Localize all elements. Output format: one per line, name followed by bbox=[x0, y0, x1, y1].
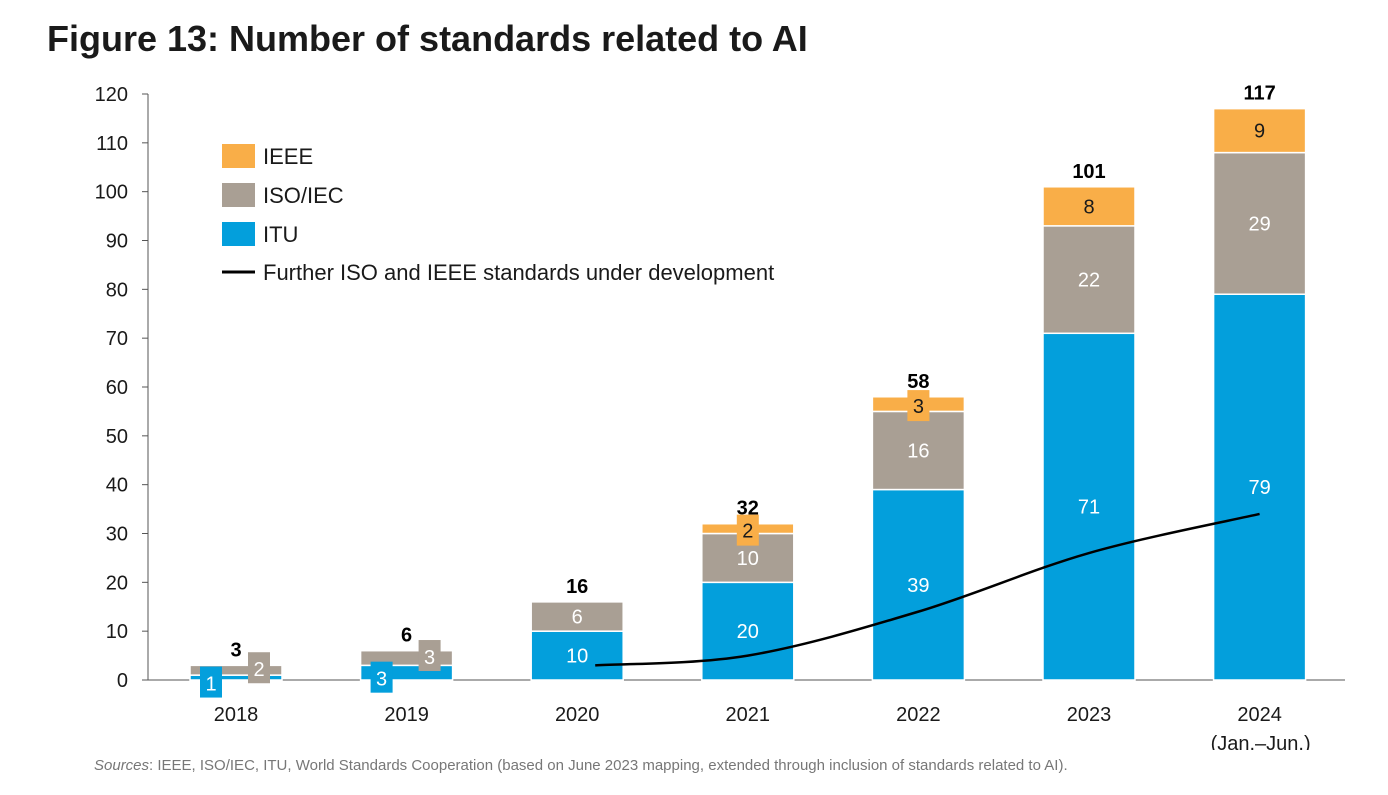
y-tick-label: 60 bbox=[106, 377, 128, 399]
y-tick-label: 40 bbox=[106, 475, 128, 497]
bar-segment-itu bbox=[1042, 332, 1136, 681]
bar-segment-iso-iec bbox=[1212, 151, 1307, 295]
bar-segment-itu bbox=[701, 581, 795, 681]
x-tick-label: 2022 bbox=[896, 704, 941, 726]
iso-iec-value-label: 29 bbox=[1248, 213, 1270, 235]
iso-iec-value-box bbox=[418, 640, 441, 672]
bar-segment-iso-iec bbox=[530, 601, 624, 632]
legend-label: ISO/IEC bbox=[263, 183, 344, 208]
itu-value-label: 1 bbox=[205, 674, 216, 696]
chart-title: Figure 13: Number of standards related t… bbox=[47, 18, 808, 59]
bar-segment-iso-iec bbox=[189, 664, 283, 676]
y-tick-label: 90 bbox=[106, 231, 128, 253]
source-note: Sources: IEEE, ISO/IEC, ITU, World Stand… bbox=[94, 757, 1068, 774]
legend: IEEE ISO/IEC ITU Further ISO and IEEE stand… bbox=[222, 144, 774, 285]
y-tick-label: 0 bbox=[117, 670, 128, 692]
legend-swatch-iso-iec bbox=[222, 183, 255, 207]
total-value-label: 32 bbox=[737, 498, 759, 520]
x-tick-label: 2020 bbox=[555, 704, 600, 726]
y-tick-label: 50 bbox=[106, 426, 128, 448]
bar-segment-ieee bbox=[1212, 107, 1307, 154]
itu-value-label: 20 bbox=[737, 621, 759, 643]
y-tick-label: 110 bbox=[96, 133, 128, 155]
source-text: : IEEE, ISO/IEC, ITU, World Standards Co… bbox=[149, 757, 1068, 774]
x-tick-label: 2018 bbox=[214, 704, 259, 726]
itu-value-label: 71 bbox=[1078, 497, 1100, 519]
development-trend-line bbox=[595, 512, 1260, 667]
x-tick-label: 2021 bbox=[726, 704, 771, 726]
y-tick-label: 80 bbox=[106, 279, 128, 301]
total-value-label: 16 bbox=[566, 576, 588, 598]
source-label: Sources bbox=[94, 757, 150, 774]
ieee-value-label: 8 bbox=[1083, 196, 1094, 218]
bar-segment-itu bbox=[1212, 293, 1307, 681]
total-value-label: 6 bbox=[401, 625, 412, 647]
x-tick-sublabel: (Jan.–Jun.) bbox=[1211, 733, 1311, 750]
bars bbox=[189, 107, 1307, 681]
itu-value-box bbox=[200, 666, 222, 698]
iso-iec-value-label: 10 bbox=[737, 548, 759, 570]
ieee-value-label: 2 bbox=[742, 521, 753, 543]
ieee-value-box bbox=[736, 514, 759, 546]
ieee-value-box bbox=[907, 390, 930, 422]
x-tick-label: 2024 bbox=[1237, 704, 1282, 726]
trend-line-layer bbox=[595, 512, 1260, 667]
legend-swatch-itu bbox=[222, 222, 255, 246]
legend-label: IEEE bbox=[263, 144, 313, 169]
iso-iec-value-label: 2 bbox=[253, 659, 264, 681]
legend-swatch-ieee bbox=[222, 144, 255, 168]
itu-value-label: 79 bbox=[1248, 477, 1270, 499]
iso-iec-value-label: 16 bbox=[907, 440, 929, 462]
y-tick-label: 100 bbox=[95, 182, 128, 204]
legend-label: Further ISO and IEEE standards under dev… bbox=[263, 260, 774, 285]
y-tick-label: 20 bbox=[106, 572, 128, 594]
ieee-value-label: 3 bbox=[913, 396, 924, 418]
y-tick-label: 120 bbox=[95, 84, 128, 106]
itu-value-label: 10 bbox=[566, 646, 588, 668]
bar-segment-itu bbox=[871, 488, 966, 681]
bar-segment-iso-iec bbox=[871, 410, 966, 491]
iso-iec-value-box bbox=[248, 652, 270, 684]
total-value-label: 101 bbox=[1072, 161, 1105, 183]
bar-segment-ieee bbox=[1042, 186, 1136, 227]
itu-value-box bbox=[370, 661, 393, 693]
data-labels: 1233361061620102323916358712281017929911… bbox=[200, 83, 1276, 698]
y-tick-label: 10 bbox=[106, 621, 128, 643]
legend-label: ITU bbox=[263, 222, 298, 247]
ieee-value-label: 9 bbox=[1254, 121, 1265, 143]
itu-value-label: 3 bbox=[376, 669, 387, 691]
x-tick-label: 2023 bbox=[1067, 704, 1112, 726]
total-value-label: 117 bbox=[1243, 83, 1275, 105]
x-tick-label: 2019 bbox=[384, 704, 429, 726]
iso-iec-value-label: 22 bbox=[1078, 270, 1100, 292]
total-value-label: 3 bbox=[230, 639, 241, 661]
y-tick-label: 30 bbox=[106, 524, 128, 546]
total-value-label: 58 bbox=[907, 371, 929, 393]
iso-iec-value-label: 6 bbox=[572, 607, 583, 629]
iso-iec-value-label: 3 bbox=[424, 647, 435, 669]
y-tick-label: 70 bbox=[106, 328, 128, 350]
itu-value-label: 39 bbox=[907, 575, 929, 597]
bar-segment-iso-iec bbox=[1042, 225, 1136, 335]
